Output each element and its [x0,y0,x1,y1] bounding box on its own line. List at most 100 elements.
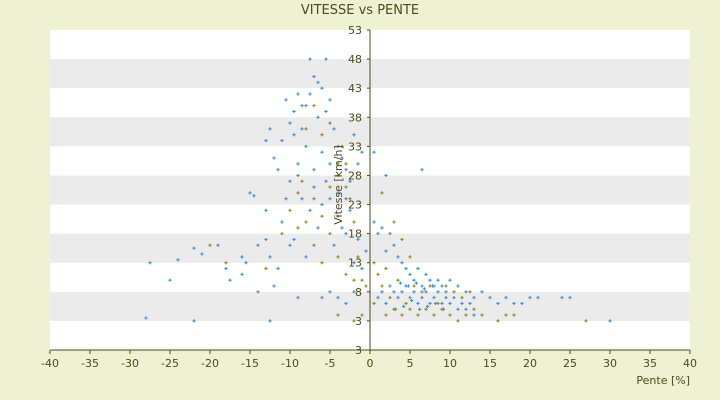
data-point [328,98,332,102]
data-point [268,127,272,131]
data-point [372,220,376,224]
data-point [264,266,268,271]
data-point [416,266,420,271]
data-point [296,162,300,166]
data-point [168,278,172,282]
data-point [344,197,348,201]
data-point [388,296,392,300]
x-tick-label: 25 [563,357,577,370]
data-point [464,313,468,317]
data-point [568,296,572,300]
data-point [380,284,384,288]
x-tick-label: -10 [281,357,299,370]
data-point [200,252,204,256]
data-point [496,301,500,306]
data-point [320,86,324,90]
x-tick-label: -30 [121,357,139,370]
data-point [452,290,456,294]
x-tick-label: 35 [643,357,657,370]
data-point [480,313,484,317]
data-point [456,284,460,288]
data-point [480,290,484,294]
y-tick-label: 3 [355,344,362,357]
data-point [316,80,320,84]
data-point [328,290,332,294]
x-tick-label: 15 [483,357,497,370]
data-point [472,313,476,317]
data-point [396,278,400,282]
data-point [356,255,360,259]
y-tick-label: 3 [355,315,362,328]
data-point [224,266,228,271]
data-point [512,313,516,317]
data-point [364,249,368,253]
data-point [308,92,312,96]
data-point [280,138,284,143]
data-point [320,296,324,300]
data-point [300,197,304,201]
data-point [392,243,396,247]
data-point [336,162,340,166]
data-point [376,296,380,300]
data-point [432,296,436,300]
data-point [324,179,328,183]
data-point [280,232,284,236]
data-point [360,150,364,154]
data-point [320,133,324,137]
x-tick-label: 10 [443,357,457,370]
data-point [320,202,324,207]
data-point [396,255,400,259]
data-point [372,261,376,265]
data-point [308,208,312,212]
data-point [344,301,348,306]
data-point [316,226,320,230]
data-point [424,307,428,311]
data-point [452,296,456,300]
data-point [276,266,280,271]
data-point [448,278,452,282]
data-point [440,301,444,306]
data-point [408,296,412,300]
data-point [240,272,244,276]
data-point [312,168,316,172]
data-point [392,220,396,224]
data-point [328,185,332,189]
data-point [148,261,152,265]
data-point [488,296,492,300]
data-point [352,319,356,323]
data-point [244,261,248,265]
data-point [192,246,196,250]
data-point [360,266,364,271]
data-point [460,301,464,306]
data-point [304,255,308,259]
data-point [412,290,416,294]
data-point [440,307,444,311]
data-point [380,290,384,294]
data-point [448,301,452,306]
data-point [406,284,410,288]
x-tick-label: -20 [201,357,219,370]
axes: -40 -35 -30 -25 -20 -15 -10 -5 0 5 10 15 20 25 30 35 40 3… [41,24,697,370]
data-point [320,261,324,265]
data-point [144,316,148,320]
x-tick-label: 5 [407,357,414,370]
data-point [404,266,408,271]
data-point [426,304,430,308]
data-point [472,307,476,311]
data-point [444,290,448,294]
data-point [296,173,300,178]
data-point [292,237,296,242]
data-point [436,278,440,282]
data-point [272,156,276,160]
data-point [304,104,308,108]
data-point [328,232,332,236]
data-point [264,138,268,143]
data-point [344,232,348,236]
data-point [304,220,308,224]
data-point [444,296,448,300]
data-point [364,284,368,288]
y-tick-label: 23 [348,199,362,212]
data-point [414,281,418,285]
data-point [264,237,268,242]
